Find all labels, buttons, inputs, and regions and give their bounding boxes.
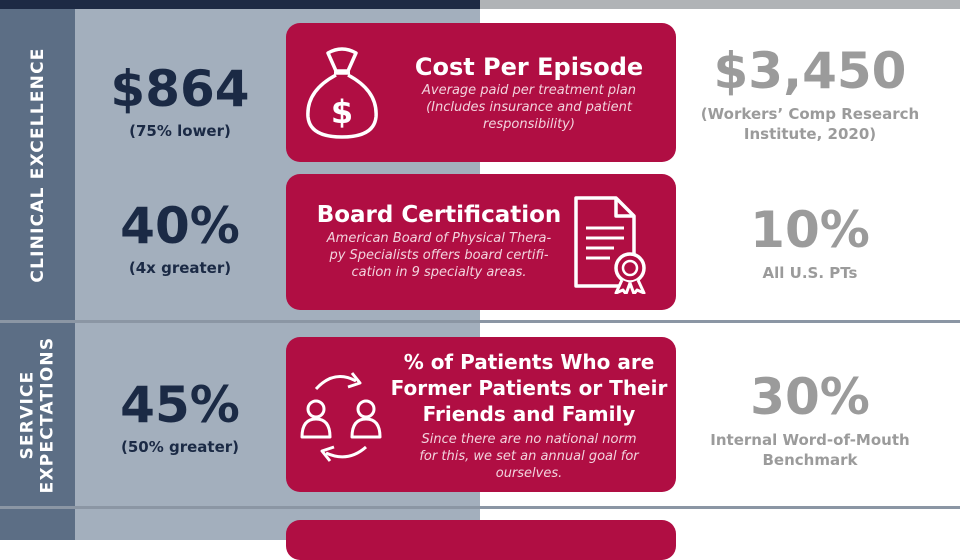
card-board-certification: Board Certification American Board of Ph… [286,174,676,310]
section-divider [0,506,960,509]
metric-value: 45% [120,376,240,434]
card-cost-per-episode: $ Cost Per Episode Average paid per trea… [286,23,676,162]
section-label-service-expectations: SERVICE EXPECTATIONS [17,336,58,493]
benchmark-referral-patients: 30% Internal Word-of-Mouth Benchmark [690,372,930,470]
section-sidebar-service-expectations: SERVICE EXPECTATIONS [0,323,75,506]
metric-value: $864 [110,60,250,118]
benchmark-note: Internal Word-of-Mouth Benchmark [710,431,910,469]
top-bar-right [480,0,960,9]
card-description: American Board of Physical Thera- py Spe… [326,231,552,280]
section-label-clinical-excellence: CLINICAL EXCELLENCE [27,46,48,283]
card-title: Cost Per Episode [414,53,644,81]
svg-text:$: $ [331,93,353,131]
card-referral-patients: % of Patients Who are Former Patients or… [286,337,676,492]
metric-note: (75% lower) [129,122,231,140]
referral-cycle-icon [300,372,382,462]
card-description: Average paid per treatment plan (Include… [422,83,636,132]
top-bar-left [0,0,480,9]
section-divider [0,320,960,323]
benchmark-note: All U.S. PTs [762,264,858,282]
money-bag-icon: $ [306,47,378,139]
card-next-partial [286,520,676,560]
metric-note: (4x greater) [128,259,232,277]
benchmark-note: (Workers’ Comp Research Institute, 2020) [700,105,920,143]
benchmark-value: 30% [750,368,870,426]
benchmark-board-certification: 10% All U.S. PTs [690,205,930,283]
metric-value: 40% [120,197,240,255]
card-title: Board Certification [316,202,562,228]
card-title: % of Patients Who are Former Patients or… [390,350,668,426]
section-sidebar-next [0,509,75,540]
metric-board-certification: 40% (4x greater) [90,201,270,277]
card-description: Since there are no national norm for thi… [419,432,639,481]
benchmark-value: 10% [750,201,870,259]
section-sidebar-clinical-excellence: CLINICAL EXCELLENCE [0,9,75,320]
benchmark-value: $3,450 [713,42,907,100]
metric-note: (50% greater) [120,438,239,456]
certificate-icon [574,196,646,294]
metric-cost-per-episode: $864 (75% lower) [90,64,270,140]
benchmark-cost-per-episode: $3,450 (Workers’ Comp Research Institute… [690,46,930,144]
metric-referral-patients: 45% (50% greater) [90,380,270,456]
